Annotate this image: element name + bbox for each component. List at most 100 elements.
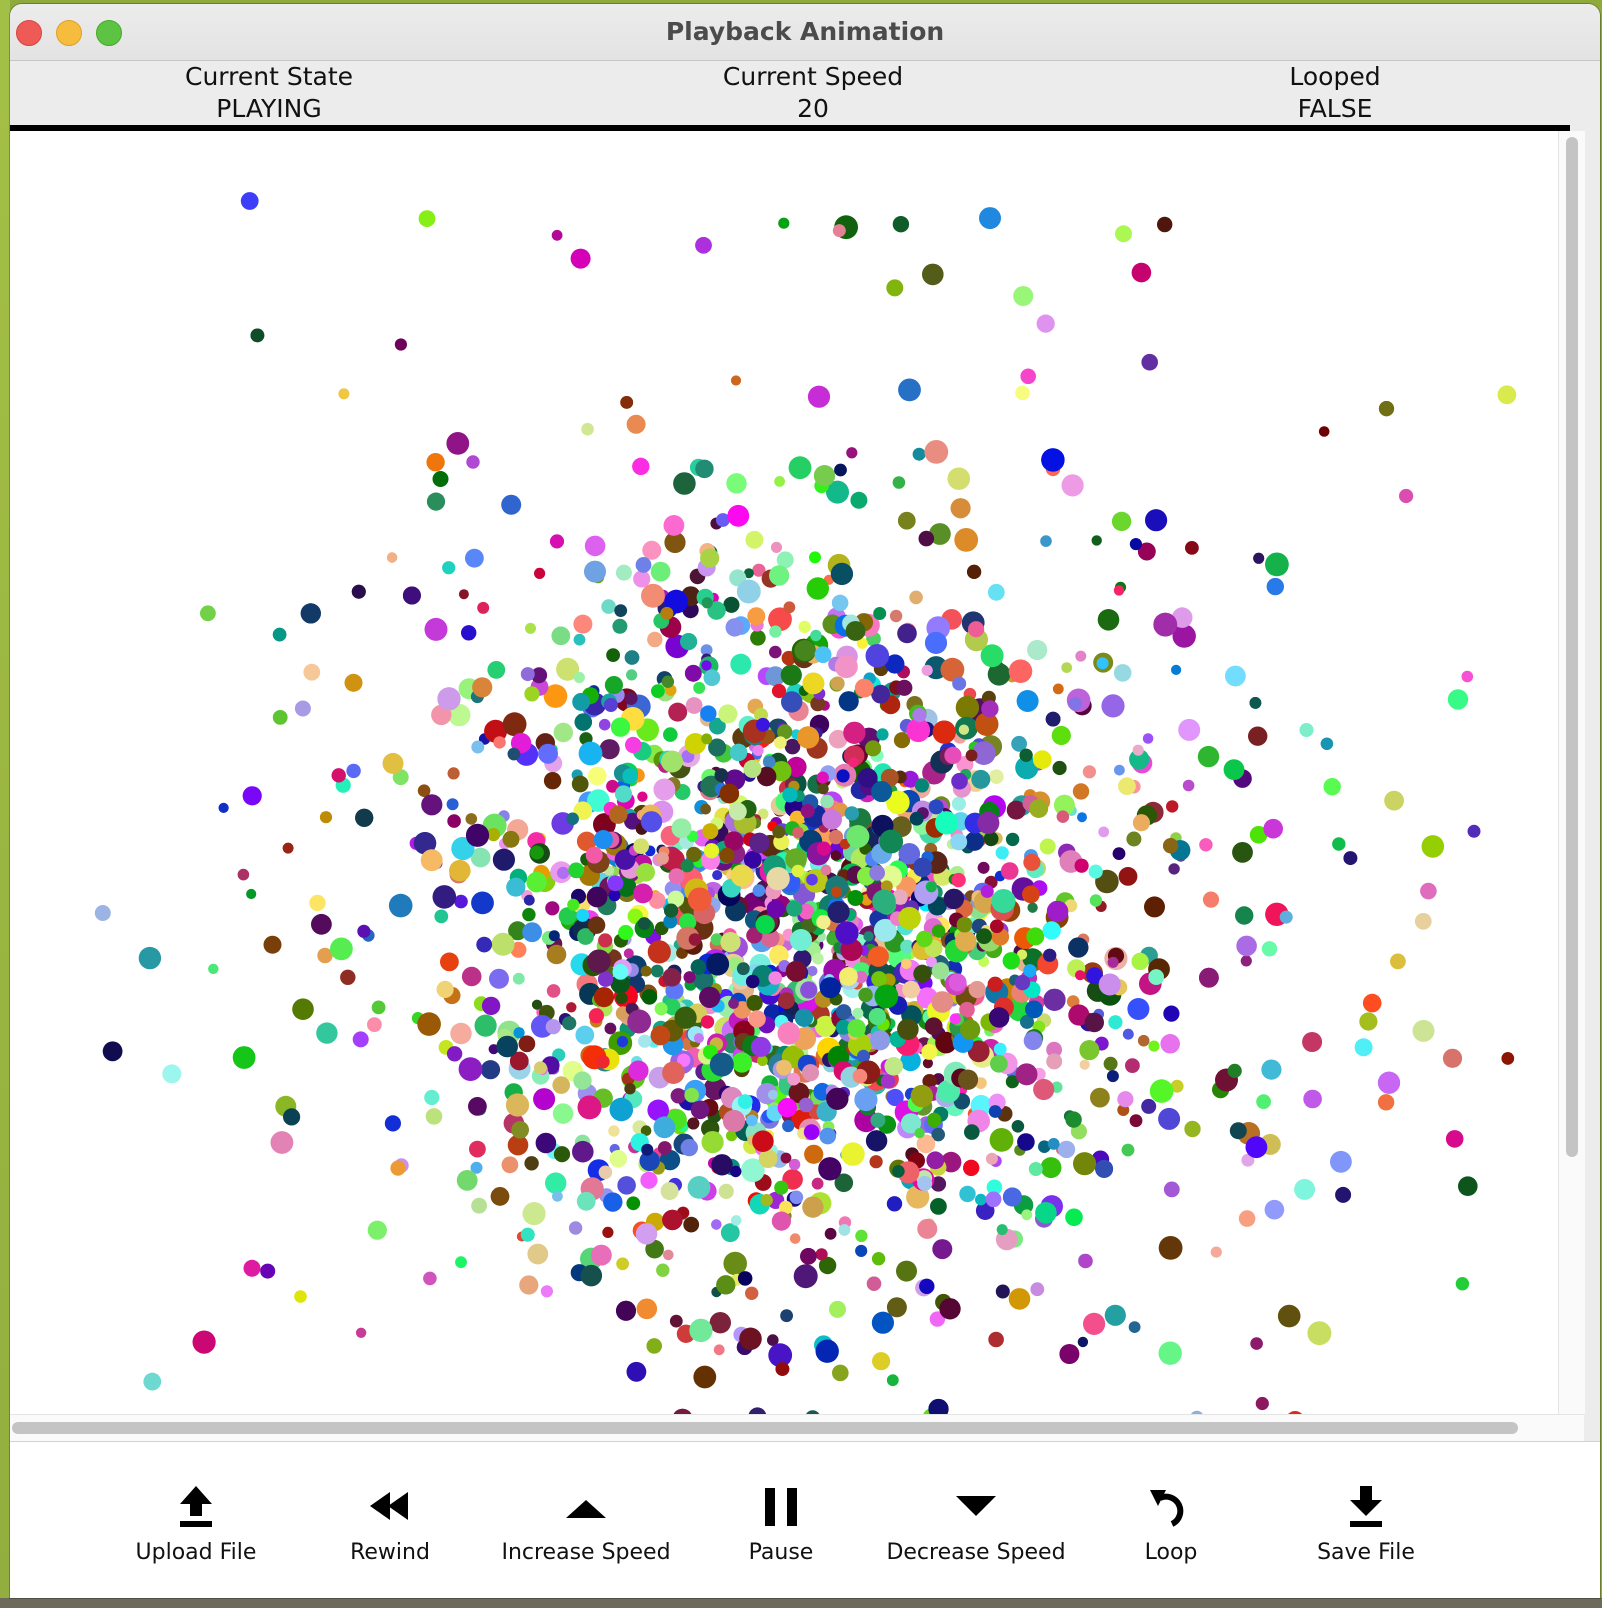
particle <box>937 1079 961 1103</box>
particle <box>1343 851 1358 866</box>
close-window-button[interactable] <box>16 20 42 46</box>
increase-speed-button[interactable]: Increase Speed <box>486 1484 686 1584</box>
particle <box>748 1407 767 1414</box>
vertical-scrollbar[interactable] <box>1558 131 1585 1414</box>
particle <box>728 998 739 1009</box>
upload-file-button[interactable]: Upload File <box>96 1484 296 1584</box>
particle <box>470 1161 483 1174</box>
save-file-button[interactable]: Save File <box>1266 1484 1466 1584</box>
particle <box>1153 612 1178 637</box>
particle <box>830 562 854 585</box>
particle <box>1455 1277 1470 1291</box>
particle <box>847 1019 866 1038</box>
particle <box>827 900 850 924</box>
particle <box>637 917 651 930</box>
particle <box>1249 826 1268 844</box>
particle <box>1006 800 1026 820</box>
particle <box>807 385 831 408</box>
particle <box>1015 756 1039 780</box>
particle <box>701 1131 724 1154</box>
particle <box>1043 948 1057 962</box>
particle <box>815 1248 828 1261</box>
particle <box>902 980 920 999</box>
particle <box>447 814 461 828</box>
animation-canvas <box>10 131 1558 1414</box>
particle <box>769 645 782 659</box>
particle <box>1467 824 1481 838</box>
pause-button[interactable]: Pause <box>681 1484 881 1584</box>
particle <box>886 1196 903 1212</box>
particle <box>979 207 1001 230</box>
particle <box>1129 749 1150 770</box>
particle <box>756 717 770 732</box>
particle <box>294 1290 307 1303</box>
particle <box>664 531 686 553</box>
particle <box>885 654 905 674</box>
particle <box>522 922 542 943</box>
particle <box>685 697 703 714</box>
particle <box>527 1243 549 1265</box>
particle-animation <box>94 192 1517 1414</box>
particle <box>776 551 794 569</box>
vertical-scroll-thumb[interactable] <box>1566 137 1578 1157</box>
particle <box>1158 1236 1183 1260</box>
loop-button[interactable]: Loop <box>1071 1484 1271 1584</box>
horizontal-scrollbar[interactable] <box>10 1414 1584 1441</box>
particle <box>1098 826 1110 838</box>
particle <box>1261 1059 1282 1080</box>
particle <box>820 864 832 876</box>
particle <box>922 1074 937 1089</box>
decrease-speed-button[interactable]: Decrease Speed <box>876 1484 1076 1584</box>
particle <box>757 766 777 787</box>
particle <box>663 1249 674 1261</box>
particle <box>821 809 843 830</box>
particle <box>693 970 714 991</box>
particle <box>1288 1411 1303 1414</box>
particle <box>552 1103 574 1124</box>
particle <box>1241 1153 1255 1167</box>
particle <box>794 1008 814 1027</box>
particle <box>739 1327 762 1351</box>
particle <box>461 625 477 641</box>
particle <box>662 1061 685 1084</box>
minimize-window-button[interactable] <box>56 20 82 46</box>
particle <box>858 768 878 788</box>
particle <box>786 900 803 917</box>
particle <box>777 1022 801 1045</box>
particle <box>242 786 262 806</box>
particle <box>777 1098 797 1118</box>
particle <box>826 480 849 504</box>
particle <box>553 722 573 743</box>
horizontal-scroll-thumb[interactable] <box>12 1422 1518 1434</box>
particle <box>575 1025 595 1045</box>
particle <box>488 1044 499 1055</box>
particle <box>557 866 570 880</box>
particle <box>856 637 868 649</box>
particle <box>1038 1140 1051 1153</box>
particle <box>1096 657 1109 670</box>
particle <box>424 1089 440 1106</box>
particle <box>782 1119 795 1133</box>
particle <box>645 1239 664 1259</box>
particle <box>780 664 802 686</box>
particle <box>708 738 727 757</box>
particle <box>424 617 448 641</box>
particle <box>995 1284 1010 1299</box>
particle <box>640 1171 658 1189</box>
particle <box>598 933 613 948</box>
particle <box>633 883 653 904</box>
maximize-window-button[interactable] <box>96 20 122 46</box>
particle <box>1307 1321 1332 1346</box>
particle <box>768 971 782 985</box>
particle <box>331 768 346 783</box>
particle <box>1002 1187 1022 1207</box>
particle <box>437 687 461 711</box>
rewind-button[interactable]: Rewind <box>290 1484 490 1584</box>
particle <box>774 476 785 487</box>
particle <box>743 759 762 778</box>
particle <box>1113 585 1125 596</box>
particle <box>729 802 747 821</box>
particle <box>737 1094 753 1109</box>
particle <box>990 1055 1008 1073</box>
particle <box>950 498 971 519</box>
